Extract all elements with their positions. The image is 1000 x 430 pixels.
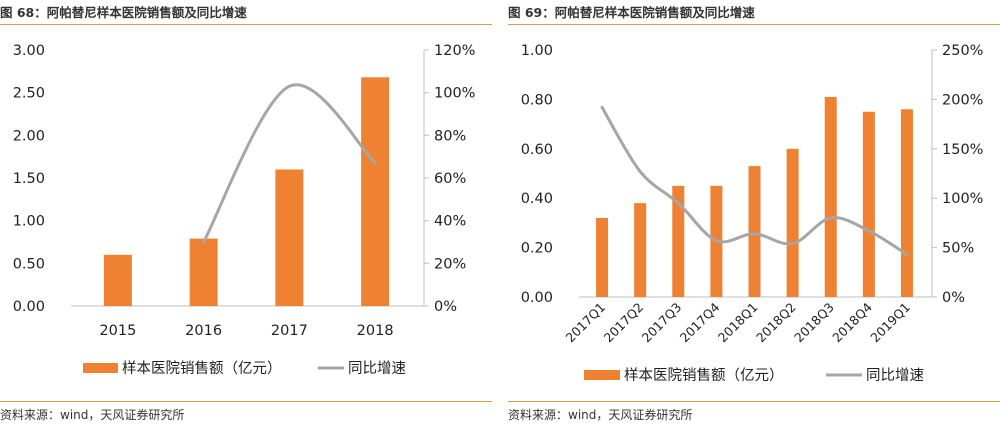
- y-right-tick-label: 120%: [434, 43, 475, 59]
- legend-swatch-bar: [83, 363, 118, 373]
- title-rule: [0, 24, 492, 25]
- bar: [275, 169, 304, 306]
- bar: [900, 109, 913, 297]
- y-right-tick-label: 200%: [942, 92, 983, 108]
- source-rule: [508, 401, 1000, 402]
- y-left-tick-label: 0.50: [13, 256, 45, 272]
- x-tick-label: 2018: [357, 323, 394, 339]
- y-right-tick-label: 60%: [434, 171, 466, 187]
- y-left-tick-label: 0.20: [521, 241, 553, 257]
- figure-title: 图 68：阿帕替尼样本医院销售额及同比增速: [0, 5, 247, 20]
- bar: [824, 96, 837, 298]
- bar: [103, 254, 132, 306]
- growth-line: [600, 105, 909, 257]
- x-tick-label: 2018Q1: [715, 300, 761, 346]
- y-left-tick-label: 0.60: [521, 142, 553, 158]
- y-left-tick-label: 2.00: [13, 128, 45, 144]
- y-left-tick-label: 3.00: [13, 43, 45, 59]
- figure-panel-right: 图 69：阿帕替尼样本医院销售额及同比增速 0.00 0.20 0.40 0.60 0.…: [508, 0, 1000, 430]
- x-tick-label: 2017: [271, 323, 308, 339]
- x-tick-label: 2019Q1: [867, 300, 913, 346]
- x-tick-label: 2017Q4: [677, 299, 723, 345]
- legend-label-growth: 同比增速: [866, 367, 924, 384]
- x-tick-label: 2017Q3: [639, 300, 685, 346]
- y-right-tick-label: 0%: [942, 290, 965, 306]
- y-left-tick-label: 1.00: [521, 43, 553, 59]
- source-note: 资料来源：wind，天风证券研究所: [0, 408, 185, 422]
- bar: [596, 217, 609, 297]
- y-right-tick-label: 20%: [434, 256, 466, 272]
- bar: [672, 185, 685, 297]
- bar: [189, 238, 218, 306]
- y-right-tick-label: 100%: [434, 86, 475, 102]
- y-right-tick-label: 150%: [942, 142, 983, 158]
- y-left-tick-label: 0.00: [521, 290, 553, 306]
- y-left-tick-label: 2.50: [13, 86, 45, 102]
- x-tick-label: 2018Q4: [829, 299, 875, 345]
- y-right-tick-label: 250%: [942, 43, 983, 59]
- x-tick-label: 2017Q2: [601, 300, 647, 346]
- title-rule: [508, 24, 1000, 25]
- growth-line: [202, 83, 377, 244]
- y-left-tick-label: 0.00: [13, 299, 45, 315]
- bar: [786, 148, 799, 297]
- legend-label-sales: 样本医院销售额（亿元）: [122, 360, 282, 377]
- y-left-tick-label: 0.80: [521, 92, 553, 108]
- legend-label-sales: 样本医院销售额（亿元）: [624, 367, 784, 384]
- y-left-tick-label: 1.00: [13, 214, 45, 230]
- bar: [634, 203, 647, 297]
- legend-swatch-bar: [584, 370, 620, 380]
- y-right-tick-label: 40%: [434, 214, 466, 230]
- bar: [862, 111, 875, 297]
- legend-label-growth: 同比增速: [348, 360, 406, 377]
- figure-title: 图 69：阿帕替尼样本医院销售额及同比增速: [508, 5, 755, 20]
- x-tick-label: 2016: [185, 323, 222, 339]
- x-tick-label: 2018Q3: [791, 300, 837, 346]
- quarterly-sales-chart: 0.00 0.20 0.40 0.60 0.80 1.00 0% 50% 100% 150% 200…: [521, 43, 984, 384]
- x-tick-label: 2017Q1: [562, 300, 608, 346]
- x-tick-label: 2018Q2: [753, 300, 799, 346]
- bar: [748, 166, 761, 297]
- figure-panel-left: 图 68：阿帕替尼样本医院销售额及同比增速 0.00 0.50 1.00 1.50 2.…: [0, 0, 492, 430]
- y-right-tick-label: 80%: [434, 128, 466, 144]
- annual-sales-chart: 0.00 0.50 1.00 1.50 2.00 2.50 3.00 0% 20% 40% 60% 8…: [13, 43, 476, 377]
- source-rule: [0, 401, 492, 402]
- y-right-tick-label: 50%: [942, 241, 974, 257]
- x-tick-label: 2015: [99, 323, 136, 339]
- bar: [361, 77, 390, 306]
- y-right-tick-label: 100%: [942, 191, 983, 207]
- y-right-tick-label: 0%: [434, 299, 457, 315]
- y-left-tick-label: 1.50: [13, 171, 45, 187]
- y-left-tick-label: 0.40: [521, 191, 553, 207]
- source-note: 资料来源：wind，天风证券研究所: [508, 408, 693, 422]
